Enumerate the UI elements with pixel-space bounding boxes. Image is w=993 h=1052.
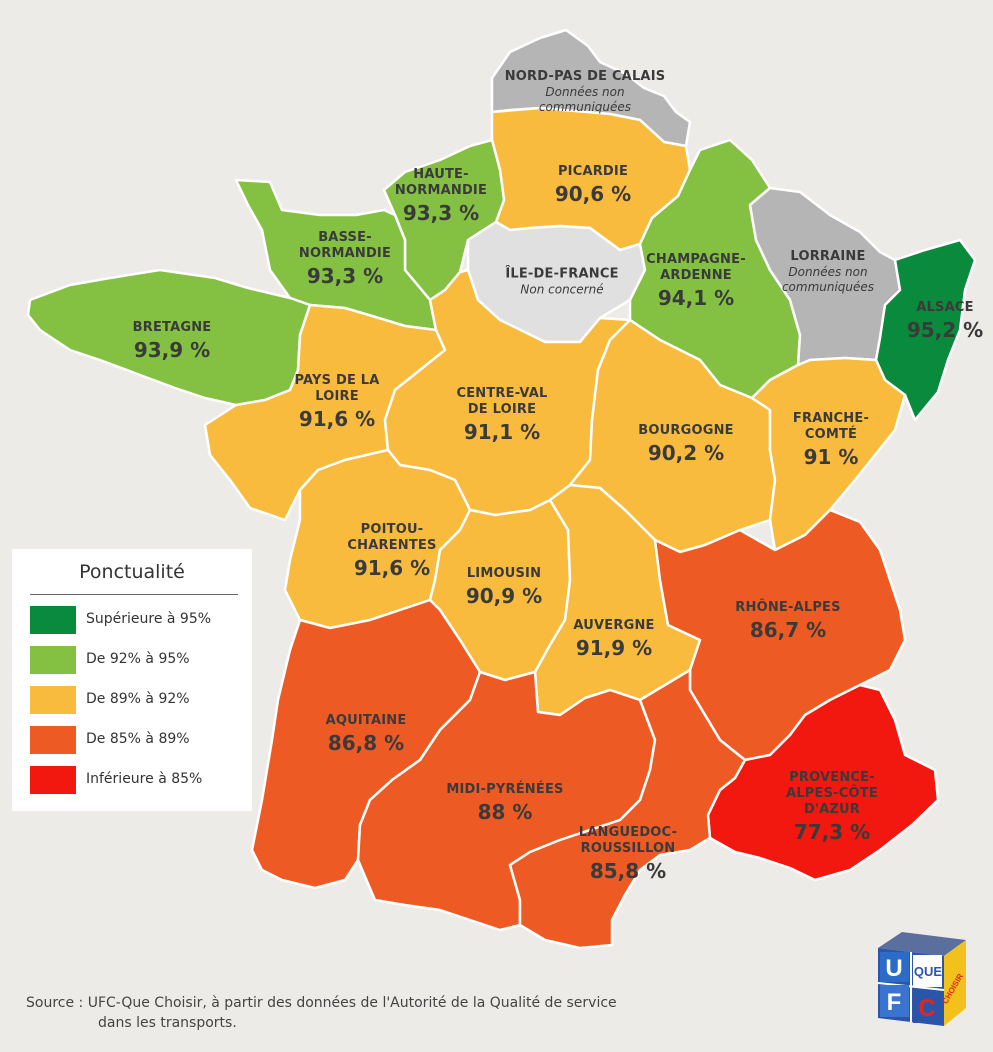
region-name: BASSE-NORMANDIE [298, 230, 392, 261]
region-value: 93,9 % [133, 338, 211, 362]
logo-letter-c: C [918, 995, 935, 1022]
region-name: PICARDIE [557, 164, 629, 179]
region-value: 85,8 % [589, 859, 667, 883]
region-label-bourgogne: BOURGOGNE 90,2 % [638, 423, 733, 467]
region-name: NORD-PAS DE CALAIS [504, 69, 666, 84]
region-label-alsace: ALSACE 95,2 % [907, 300, 983, 344]
region-value: 95,2 % [906, 318, 984, 342]
region-note: Données non communiquées [781, 265, 875, 294]
region-name: BRETAGNE [132, 320, 212, 335]
region-name: LIMOUSIN [466, 566, 542, 581]
legend-item-sup95: Supérieure à 95% [30, 606, 250, 634]
region-label-idf: ÎLE-DE-FRANCE Non concerné [505, 267, 618, 298]
region-shape-franche[interactable] [750, 356, 907, 552]
region-label-nord: NORD-PAS DE CALAIS Données non communiqu… [505, 69, 666, 115]
region-name: PAYS DE LA LOIRE [294, 373, 380, 404]
legend-item-inf85: Inférieure à 85% [30, 766, 250, 794]
region-name: RHÔNE-ALPES [735, 600, 841, 615]
region-value: 90,9 % [465, 584, 543, 608]
region-label-picardie: PICARDIE 90,6 % [555, 164, 631, 208]
region-value: 91,6 % [298, 407, 376, 431]
region-label-champagne: CHAMPAGNE-ARDENNE 94,1 % [641, 252, 751, 312]
region-name: LORRAINE [790, 249, 866, 264]
region-value: 90,2 % [647, 441, 725, 465]
region-note: Non concerné [520, 282, 604, 297]
legend-item-85-89: De 85% à 89% [30, 726, 250, 754]
source-line-2: dans les transports. [98, 1015, 237, 1031]
region-name: LANGUEDOC-ROUSSILLON [578, 825, 678, 856]
region-value: 77,3 % [793, 820, 871, 844]
legend-label: De 89% à 92% [86, 691, 190, 707]
legend: Ponctualité Supérieure à 95% De 92% à 95… [12, 549, 252, 811]
region-shape-languedoc[interactable] [508, 668, 747, 950]
region-value: 94,1 % [657, 286, 735, 310]
region-label-centre: CENTRE-VAL DE LOIRE 91,1 % [447, 386, 557, 446]
region-name: ALSACE [916, 300, 974, 315]
region-label-rhone: RHÔNE-ALPES 86,7 % [735, 600, 840, 644]
region-label-languedoc: LANGUEDOC-ROUSSILLON 85,8 % [573, 825, 683, 885]
legend-swatch [30, 686, 76, 714]
region-label-bnormandie: BASSE-NORMANDIE 93,3 % [295, 230, 395, 290]
region-name: PROVENCE-ALPES-CÔTE D'AZUR [786, 770, 878, 817]
legend-divider [30, 594, 238, 595]
legend-label: De 85% à 89% [86, 731, 190, 747]
region-value: 91,6 % [353, 556, 431, 580]
region-label-auvergne: AUVERGNE 91,9 % [573, 618, 654, 662]
legend-swatch [30, 726, 76, 754]
legend-label: Inférieure à 85% [86, 771, 203, 787]
region-name: CHAMPAGNE-ARDENNE [646, 252, 746, 283]
legend-label: Supérieure à 95% [86, 611, 212, 627]
source-line-1: Source : UFC-Que Choisir, à partir des d… [26, 995, 617, 1011]
ufc-que-choisir-logo: U F C QUE CHOISIR [877, 932, 966, 1026]
region-label-limousin: LIMOUSIN 90,9 % [466, 566, 542, 610]
region-value: 91,1 % [463, 420, 541, 444]
region-label-poitou: POITOU-CHARENTES 91,6 % [342, 522, 442, 582]
region-name: ÎLE-DE-FRANCE [505, 266, 619, 282]
region-name: HAUTE-NORMANDIE [394, 167, 488, 198]
region-value: 86,7 % [749, 618, 827, 642]
region-name: POITOU-CHARENTES [347, 522, 437, 553]
legend-swatch [30, 646, 76, 674]
region-value: 86,8 % [327, 731, 405, 755]
region-value: 91,9 % [575, 636, 653, 660]
region-name: CENTRE-VAL DE LOIRE [456, 386, 548, 417]
logo-letter-u: U [885, 955, 902, 982]
region-name: FRANCHE-COMTÉ [792, 411, 870, 442]
region-label-franche: FRANCHE-COMTÉ 91 % [786, 411, 876, 471]
region-value: 91 % [803, 445, 859, 469]
legend-item-92-95: De 92% à 95% [30, 646, 250, 674]
legend-title: Ponctualité [79, 561, 185, 583]
logo-word-que: QUE [914, 964, 943, 979]
region-value: 93,3 % [402, 201, 480, 225]
region-label-hnormandie: HAUTE-NORMANDIE 93,3 % [391, 167, 491, 227]
region-label-bretagne: BRETAGNE 93,9 % [133, 320, 212, 364]
region-name: AQUITAINE [325, 713, 407, 728]
region-name: AUVERGNE [573, 618, 655, 633]
legend-item-89-92: De 89% à 92% [30, 686, 250, 714]
region-label-paca: PROVENCE-ALPES-CÔTE D'AZUR 77,3 % [767, 770, 897, 846]
region-label-paysloire: PAYS DE LA LOIRE 91,6 % [292, 373, 382, 433]
source-note: Source : UFC-Que Choisir, à partir des d… [26, 993, 617, 1033]
region-value: 90,6 % [554, 182, 632, 206]
region-name: BOURGOGNE [638, 423, 734, 438]
legend-swatch [30, 766, 76, 794]
region-label-lorraine: LORRAINE Données non communiquées [768, 249, 888, 295]
region-value: 88 % [477, 800, 533, 824]
region-name: MIDI-PYRÉNÉES [446, 782, 564, 797]
region-shape-alsace[interactable] [874, 238, 977, 422]
region-value: 93,3 % [306, 264, 384, 288]
region-note: Données non communiquées [538, 85, 632, 114]
legend-label: De 92% à 95% [86, 651, 190, 667]
legend-swatch [30, 606, 76, 634]
region-label-midi: MIDI-PYRÉNÉES 88 % [446, 782, 563, 826]
logo-letter-f: F [887, 989, 902, 1016]
region-label-aquitaine: AQUITAINE 86,8 % [326, 713, 407, 757]
